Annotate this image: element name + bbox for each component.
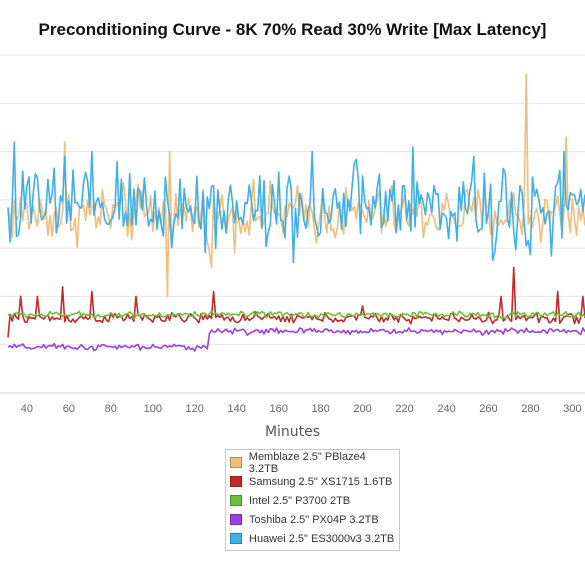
legend-item: Memblaze 2.5" PBlaze4 3.2TB [230, 450, 395, 475]
legend-label: Samsung 2.5" XS1715 1.6TB [249, 475, 393, 488]
legend-swatch [230, 457, 242, 468]
x-tick-label: 240 [437, 403, 455, 415]
legend-item: Huawei 2.5" ES3000v3 3.2TB [230, 529, 395, 548]
series-line [7, 141, 585, 264]
x-tick-label: 200 [353, 403, 371, 415]
x-tick-label: 60 [63, 403, 75, 415]
legend-item: Intel 2.5" P3700 2TB [230, 491, 395, 510]
series-line [7, 310, 585, 320]
legend: Memblaze 2.5" PBlaze4 3.2TB Samsung 2.5"… [225, 449, 400, 551]
legend-item: Samsung 2.5" XS1715 1.6TB [230, 472, 395, 491]
x-tick-label: 100 [144, 403, 162, 415]
x-tick-label: 300 [563, 403, 581, 415]
legend-label: Intel 2.5" P3700 2TB [249, 494, 351, 507]
x-tick-label: 260 [479, 403, 497, 415]
x-tick-label: 180 [311, 403, 329, 415]
legend-label: Huawei 2.5" ES3000v3 3.2TB [249, 532, 395, 545]
legend-label: Toshiba 2.5" PX04P 3.2TB [249, 513, 379, 526]
legend-swatch [230, 495, 242, 506]
x-tick-label: 160 [269, 403, 287, 415]
x-tick-label: 80 [105, 403, 117, 415]
x-tick-label: 120 [186, 403, 204, 415]
x-axis-title: Minutes [264, 424, 321, 440]
series-line [7, 327, 585, 352]
chart-title: Preconditioning Curve - 8K 70% Read 30% … [38, 20, 547, 39]
legend-item: Toshiba 2.5" PX04P 3.2TB [230, 510, 395, 529]
x-tick-label: 280 [521, 403, 539, 415]
legend-swatch [230, 514, 242, 525]
legend-label: Memblaze 2.5" PBlaze4 3.2TB [248, 450, 366, 475]
x-tick-label: 140 [228, 403, 246, 415]
x-tick-label: 220 [395, 403, 413, 415]
series-line [7, 266, 585, 338]
x-tick-label: 40 [21, 403, 33, 415]
series-line [7, 73, 585, 298]
legend-swatch [230, 476, 242, 487]
legend-swatch [230, 533, 242, 544]
